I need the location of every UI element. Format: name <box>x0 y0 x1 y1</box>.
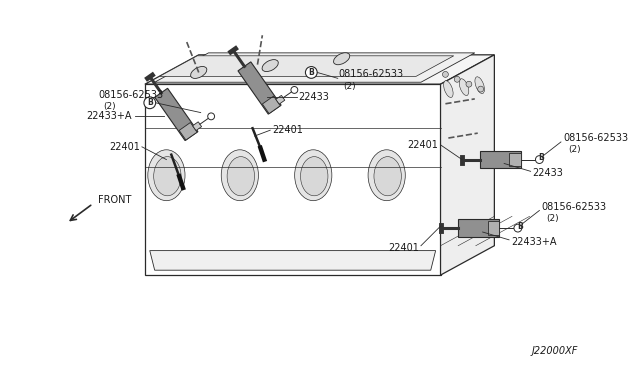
Ellipse shape <box>368 150 405 201</box>
Text: B: B <box>517 222 523 231</box>
Circle shape <box>477 86 484 92</box>
Text: 08156-62533: 08156-62533 <box>98 90 163 100</box>
Polygon shape <box>276 95 285 104</box>
Text: J22000XF: J22000XF <box>531 346 577 356</box>
Circle shape <box>514 224 522 232</box>
Text: B: B <box>308 68 314 77</box>
Text: 22433: 22433 <box>299 92 330 102</box>
Polygon shape <box>193 122 202 131</box>
Text: 22433+A: 22433+A <box>511 237 557 247</box>
Text: 08156-62533: 08156-62533 <box>563 133 628 143</box>
Text: 22433+A: 22433+A <box>86 112 132 122</box>
Ellipse shape <box>475 77 484 93</box>
Text: B: B <box>538 153 544 162</box>
Circle shape <box>305 67 317 78</box>
Polygon shape <box>155 88 198 141</box>
Polygon shape <box>480 151 521 169</box>
Text: (2): (2) <box>568 145 580 154</box>
Ellipse shape <box>301 157 328 196</box>
Ellipse shape <box>154 157 181 196</box>
Text: 08156-62533: 08156-62533 <box>339 70 404 79</box>
Circle shape <box>454 76 460 82</box>
Circle shape <box>442 71 449 77</box>
Text: 22401: 22401 <box>109 142 140 152</box>
Polygon shape <box>238 62 281 114</box>
Circle shape <box>466 81 472 87</box>
Ellipse shape <box>148 150 185 201</box>
Text: 22401: 22401 <box>388 243 419 253</box>
Text: 22433: 22433 <box>532 168 563 178</box>
Text: 22401: 22401 <box>408 140 438 150</box>
Polygon shape <box>159 56 454 76</box>
Polygon shape <box>179 122 197 140</box>
Ellipse shape <box>221 150 259 201</box>
Ellipse shape <box>460 79 468 96</box>
Circle shape <box>536 155 543 163</box>
Circle shape <box>291 87 298 93</box>
Polygon shape <box>262 96 280 113</box>
Ellipse shape <box>191 67 207 78</box>
Polygon shape <box>155 53 475 82</box>
Polygon shape <box>509 153 521 166</box>
Ellipse shape <box>294 150 332 201</box>
Polygon shape <box>145 84 440 275</box>
Ellipse shape <box>227 157 255 196</box>
Circle shape <box>208 113 214 120</box>
Polygon shape <box>488 221 499 235</box>
Ellipse shape <box>262 60 278 71</box>
Ellipse shape <box>333 53 350 65</box>
Polygon shape <box>150 251 436 270</box>
Polygon shape <box>458 219 499 237</box>
Polygon shape <box>145 55 494 84</box>
Ellipse shape <box>374 157 401 196</box>
Text: (2): (2) <box>103 102 115 111</box>
Text: (2): (2) <box>547 214 559 223</box>
Ellipse shape <box>444 81 453 97</box>
Polygon shape <box>440 55 494 275</box>
Text: FRONT: FRONT <box>98 195 131 205</box>
Text: (2): (2) <box>344 81 356 91</box>
Text: 08156-62533: 08156-62533 <box>541 202 607 212</box>
Circle shape <box>144 97 156 109</box>
Text: B: B <box>147 98 153 107</box>
Text: 22401: 22401 <box>272 125 303 135</box>
